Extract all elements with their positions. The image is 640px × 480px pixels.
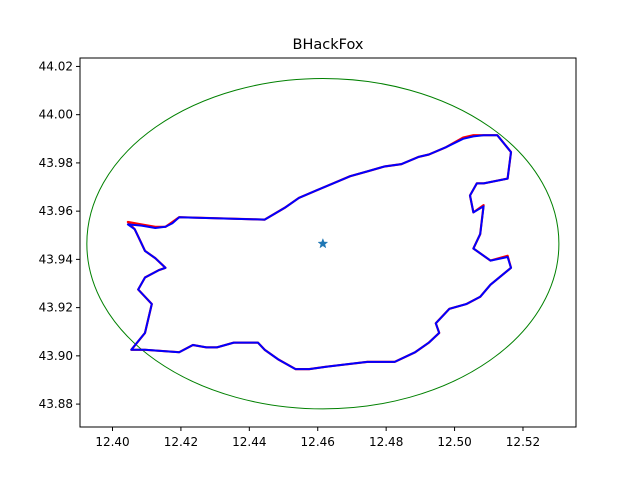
x-tick-label: 12.42 xyxy=(164,435,198,449)
y-tick-label: 44.00 xyxy=(39,108,73,122)
chart-title: BHackFox xyxy=(293,37,364,53)
y-tick-label: 43.92 xyxy=(39,301,73,315)
x-tick-label: 12.46 xyxy=(301,435,335,449)
y-tick-label: 43.88 xyxy=(39,397,73,411)
series-line-2 xyxy=(126,134,512,371)
x-axis: 12.40 12.42 12.44 12.46 12.48 12.50 12.52 xyxy=(95,427,540,449)
y-tick-label: 43.98 xyxy=(39,156,73,170)
x-tick-label: 12.44 xyxy=(232,435,266,449)
x-tick-label: 12.52 xyxy=(506,435,540,449)
boundary-circle xyxy=(86,78,560,410)
x-tick-label: 12.48 xyxy=(369,435,403,449)
center-star-marker xyxy=(317,237,329,249)
x-tick-label: 12.50 xyxy=(437,435,471,449)
y-tick-label: 43.94 xyxy=(39,252,73,266)
y-axis: 43.88 43.90 43.92 43.94 43.96 43.98 44.00 44.02 xyxy=(39,59,80,411)
y-tick-label: 43.90 xyxy=(39,349,73,363)
axes-frame xyxy=(79,57,577,428)
y-tick-label: 44.02 xyxy=(39,59,73,73)
x-tick-label: 12.40 xyxy=(95,435,129,449)
y-tick-label: 43.96 xyxy=(39,204,73,218)
plot-area xyxy=(86,78,560,410)
